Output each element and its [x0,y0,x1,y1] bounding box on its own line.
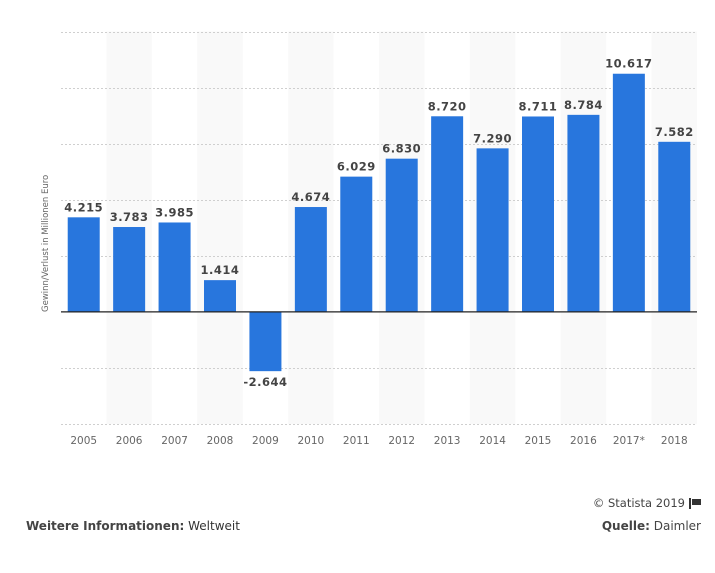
copyright[interactable]: © Statista 2019 [593,496,701,510]
x-tick-label: 2015 [525,435,552,447]
bar-2008[interactable] [204,280,236,312]
x-tick-label: 2007 [161,435,188,447]
bar-2015[interactable] [522,116,554,312]
data-label: 7.290 [473,131,512,145]
data-label: 4.674 [291,190,330,204]
y-axis-label: Gewinn/Verlust in Millionen Euro [41,174,51,312]
data-labels: 4.215 3.783 3.985 1.414 -2.644 4.674 6.029 6.83… [64,57,693,389]
source: Quelle: Daimler [602,519,701,533]
data-label: -2.644 [243,375,287,389]
data-label: 7.582 [655,125,694,139]
data-label: 6.830 [382,142,421,156]
data-label: 8.720 [428,99,467,113]
x-tick-label: 2016 [570,435,597,447]
x-tick-label: 2005 [70,435,97,447]
source-value[interactable]: Daimler [653,519,701,533]
source-label: Quelle: [601,519,650,533]
bar-2012[interactable] [385,158,418,312]
bar-2011[interactable] [340,176,373,312]
bar-2009[interactable] [249,311,282,372]
x-tick-label: 2009 [252,435,279,447]
data-label: 8.711 [519,99,558,113]
x-tick-label: 2006 [116,435,143,447]
x-tick-label: 2014 [479,435,506,447]
more-info: Weitere Informationen: Weltweit [26,519,240,533]
bar-2016[interactable] [567,114,600,312]
x-tick-label: 2017* [613,435,645,447]
x-tick-label: 2018 [661,435,688,447]
bar-2018[interactable] [658,141,691,312]
bar-2017[interactable] [612,73,645,312]
x-tick-label: 2012 [388,435,415,447]
bars [67,73,691,372]
column-band [197,31,243,424]
x-tick-label: 2010 [297,435,324,447]
more-info-label: Weitere Informationen: [26,519,185,533]
bar-2010[interactable] [294,207,327,312]
bar-chart: 4.215 3.783 3.985 1.414 -2.644 4.674 6.029 6.83… [61,31,697,447]
x-tick-label: 2008 [207,435,234,447]
bar-2014[interactable] [476,148,509,312]
x-tick-labels: 2005 2006 2007 2008 2009 2010 2011 2012 2013 2014… [70,435,687,447]
bar-2006[interactable] [113,227,146,312]
data-label: 4.215 [64,200,103,214]
data-label: 8.784 [564,98,603,112]
data-label: 1.414 [201,263,240,277]
data-label: 10.617 [605,57,652,71]
data-label: 3.985 [155,205,194,219]
bar-2007[interactable] [158,222,191,312]
more-info-value[interactable]: Weltweit [188,519,240,533]
x-tick-label: 2013 [434,435,461,447]
flag-icon[interactable] [689,497,701,509]
copyright-text: © Statista 2019 [592,496,685,510]
data-label: 6.029 [337,160,376,174]
x-tick-label: 2011 [343,435,370,447]
bar-2005[interactable] [67,217,100,312]
data-label: 3.783 [110,210,149,224]
bar-2013[interactable] [431,116,464,312]
